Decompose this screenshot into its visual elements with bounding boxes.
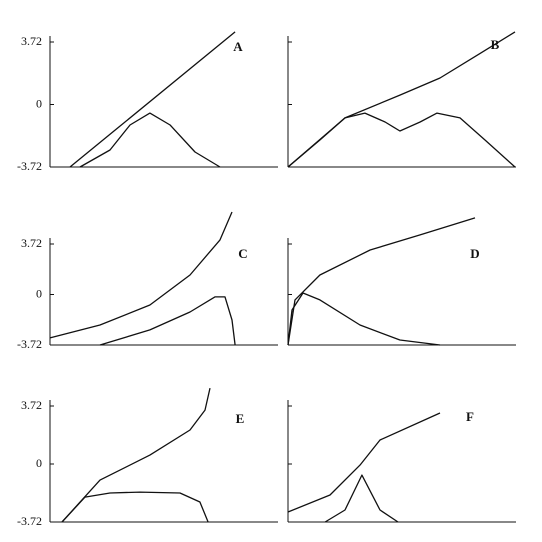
y-tick-label: -3.72 [17, 159, 42, 173]
panel-label: F [466, 409, 474, 424]
y-tick-label: 0 [36, 456, 42, 470]
curve [61, 491, 209, 523]
y-tick-label: 3.72 [21, 34, 42, 48]
curve [287, 217, 476, 346]
curve [79, 112, 221, 168]
y-tick-label: -3.72 [17, 337, 42, 351]
y-tick-label: 0 [36, 286, 42, 300]
panel-label: B [491, 37, 500, 52]
panel-label: C [238, 246, 247, 261]
y-tick-label: 0 [36, 96, 42, 110]
panel-label: D [470, 246, 479, 261]
curve [287, 112, 516, 168]
curve [287, 292, 441, 346]
curve [287, 31, 516, 168]
curve [61, 387, 211, 523]
panel-label: E [236, 411, 245, 426]
panel-label: A [233, 39, 243, 54]
curve [99, 296, 236, 346]
y-tick-label: 3.72 [21, 398, 42, 412]
curve [324, 474, 399, 523]
y-tick-label: -3.72 [17, 514, 42, 528]
y-tick-label: 3.72 [21, 236, 42, 250]
curve [69, 31, 236, 168]
curve [49, 211, 233, 339]
curve [287, 412, 441, 513]
